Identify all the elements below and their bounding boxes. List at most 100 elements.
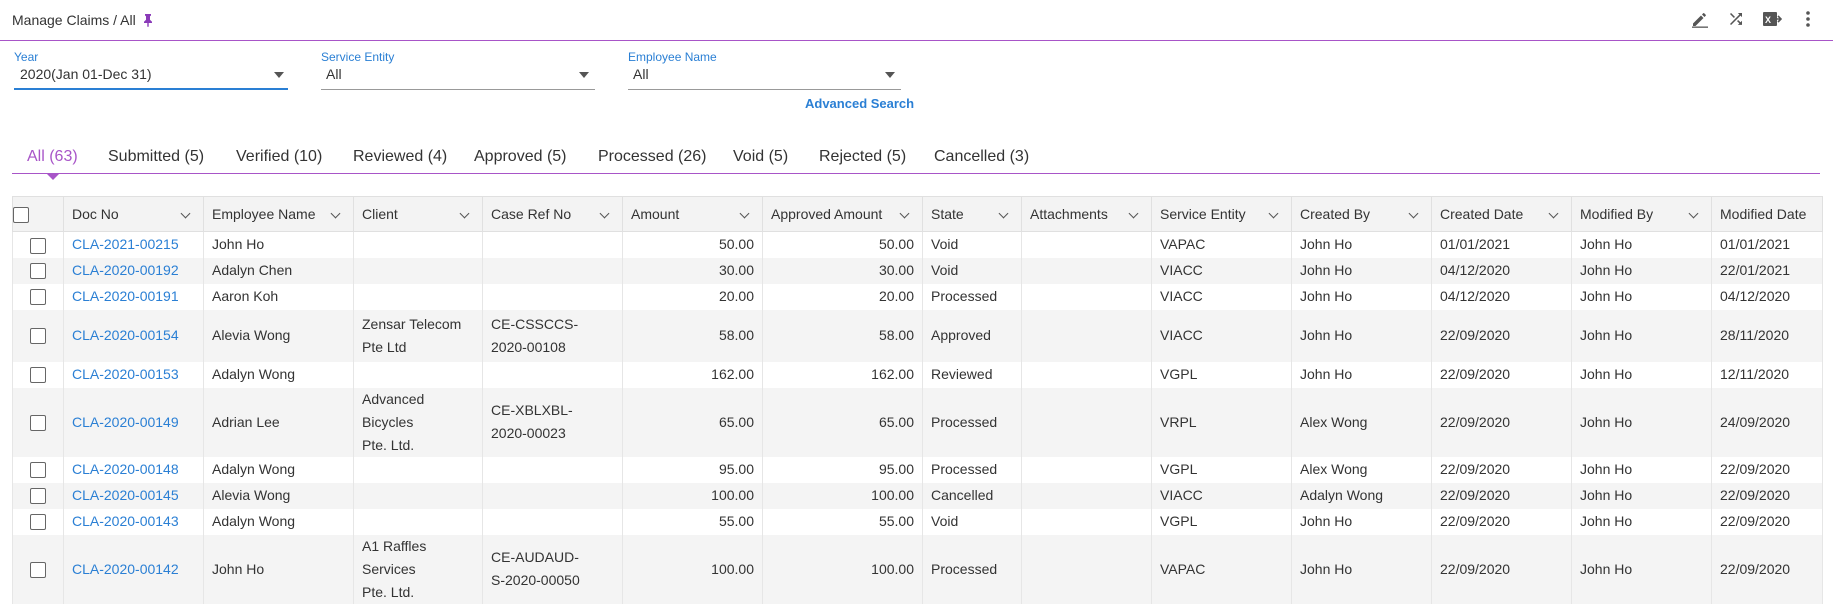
chevron-down-icon[interactable] <box>1408 208 1419 219</box>
service-entity-cell: VIACC <box>1151 283 1292 310</box>
doc-no-cell-text[interactable]: CLA-2021-00215 <box>72 236 179 253</box>
column-header-service-entity[interactable]: Service Entity <box>1151 196 1292 232</box>
column-header-amount[interactable]: Amount <box>622 196 763 232</box>
row-checkbox[interactable] <box>30 328 46 345</box>
employee-name-cell-text: Alevia Wong <box>212 327 291 343</box>
column-header-modified-date[interactable]: Modified Date <box>1711 196 1823 232</box>
approved-amount-cell-text: 58.00 <box>878 327 914 343</box>
doc-no-cell-text[interactable]: CLA-2020-00142 <box>72 560 179 577</box>
column-header-created-date[interactable]: Created Date <box>1431 196 1572 232</box>
column-header-label: Modified By <box>1580 206 1654 222</box>
chevron-down-icon[interactable] <box>899 208 910 219</box>
more-vert-icon[interactable] <box>1797 8 1819 30</box>
chevron-down-icon[interactable] <box>739 208 750 219</box>
tab-submitted[interactable]: Submitted (5) <box>108 148 205 165</box>
doc-no-cell-text[interactable]: CLA-2020-00143 <box>72 513 179 529</box>
column-header-approved-amount[interactable]: Approved Amount <box>762 196 923 232</box>
pin-icon[interactable] <box>142 13 154 27</box>
tab-void[interactable]: Void (5) <box>733 148 789 165</box>
table-row[interactable]: CLA-2020-00154 Alevia Wong Zensar Telecom P… <box>12 309 1823 362</box>
amount-cell: 65.00 <box>622 387 763 457</box>
row-checkbox[interactable] <box>30 414 46 431</box>
tab-rejected[interactable]: Rejected (5) <box>819 148 907 165</box>
tab-all[interactable]: All (63) <box>27 148 78 165</box>
chevron-down-icon[interactable] <box>1688 208 1699 219</box>
state-cell-text: Processed <box>931 288 998 304</box>
column-header-doc-no[interactable]: Doc No <box>63 196 204 232</box>
row-checkbox[interactable] <box>30 237 46 254</box>
chevron-down-icon[interactable] <box>1128 208 1139 219</box>
service-entity-filter-value[interactable]: All <box>326 66 342 82</box>
row-checkbox[interactable] <box>30 263 46 280</box>
chevron-down-icon[interactable] <box>998 208 1009 219</box>
row-checkbox[interactable] <box>30 462 46 479</box>
chevron-down-icon[interactable] <box>180 208 191 219</box>
year-filter[interactable]: Year 2020(Jan 01-Dec 31) <box>14 50 288 90</box>
select-all-checkbox[interactable] <box>13 206 29 223</box>
approved-amount-cell: 55.00 <box>762 508 923 535</box>
service-entity-cell-text: VIACC <box>1160 262 1203 278</box>
attachments-cell <box>1021 456 1152 483</box>
chevron-down-icon[interactable] <box>330 208 341 219</box>
column-header-created-by[interactable]: Created By <box>1291 196 1432 232</box>
row-checkbox[interactable] <box>30 514 46 531</box>
doc-no-cell: CLA-2020-00145 <box>63 482 204 509</box>
row-select-cell <box>12 456 64 483</box>
doc-no-cell-text[interactable]: CLA-2020-00149 <box>72 413 179 430</box>
table-row[interactable]: CLA-2020-00153 Adalyn Wong 162.00 162.00 Rev… <box>12 361 1823 388</box>
row-checkbox[interactable] <box>30 488 46 505</box>
column-header-attachments[interactable]: Attachments <box>1021 196 1152 232</box>
doc-no-cell-text[interactable]: CLA-2020-00145 <box>72 487 179 503</box>
column-header-label: Service Entity <box>1160 206 1246 222</box>
chevron-down-icon[interactable] <box>1268 208 1279 219</box>
employee-name-filter-value[interactable]: All <box>633 66 649 82</box>
attachments-cell <box>1021 508 1152 535</box>
chevron-down-icon[interactable] <box>274 72 284 78</box>
chevron-down-icon[interactable] <box>885 72 895 78</box>
chevron-down-icon[interactable] <box>579 72 589 78</box>
table-row[interactable]: CLA-2020-00142 John Ho A1 Raffles Services… <box>12 534 1823 604</box>
table-row[interactable]: CLA-2020-00143 Adalyn Wong 55.00 55.00 Void V… <box>12 508 1823 535</box>
tab-verified[interactable]: Verified (10) <box>236 148 323 165</box>
export-icon[interactable]: X <box>1761 8 1783 30</box>
doc-no-cell-text[interactable]: CLA-2020-00148 <box>72 461 179 477</box>
tab-processed[interactable]: Processed (26) <box>598 148 707 165</box>
advanced-search-link[interactable]: Advanced Search <box>805 96 915 111</box>
row-select-cell <box>12 534 64 604</box>
chevron-down-icon[interactable] <box>599 208 610 219</box>
chevron-down-icon[interactable] <box>1548 208 1559 219</box>
row-checkbox[interactable] <box>30 367 46 384</box>
row-checkbox[interactable] <box>30 561 46 578</box>
edit-icon[interactable] <box>1689 8 1711 30</box>
table-row[interactable]: CLA-2020-00191 Aaron Koh 20.00 20.00 Process… <box>12 283 1823 310</box>
table-row[interactable]: CLA-2020-00192 Adalyn Chen 30.00 30.00 Void V… <box>12 257 1823 284</box>
doc-no-cell-text[interactable]: CLA-2020-00153 <box>72 366 179 382</box>
tab-cancelled[interactable]: Cancelled (3) <box>934 148 1030 165</box>
column-header-modified-by[interactable]: Modified By <box>1571 196 1712 232</box>
row-checkbox[interactable] <box>30 289 46 306</box>
column-header-state[interactable]: State <box>922 196 1022 232</box>
tab-approved[interactable]: Approved (5) <box>474 148 567 165</box>
created-by-cell: John Ho <box>1291 534 1432 604</box>
column-header-case-ref-no[interactable]: Case Ref No <box>482 196 623 232</box>
doc-no-cell-text[interactable]: CLA-2020-00192 <box>72 262 179 278</box>
table-row[interactable]: CLA-2020-00145 Alevia Wong 100.00 100.00 Can… <box>12 482 1823 509</box>
table-row[interactable]: CLA-2020-00149 Adrian Lee Advanced Bicycle… <box>12 387 1823 457</box>
amount-cell: 20.00 <box>622 283 763 310</box>
tab-reviewed[interactable]: Reviewed (4) <box>353 148 448 165</box>
column-header-client[interactable]: Client <box>353 196 483 232</box>
created-date-cell: 22/09/2020 <box>1431 508 1572 535</box>
doc-no-cell-text[interactable]: CLA-2020-00191 <box>72 288 179 304</box>
year-filter-value[interactable]: 2020(Jan 01-Dec 31) <box>20 66 152 82</box>
doc-no-cell-text[interactable]: CLA-2020-00154 <box>72 327 179 343</box>
employee-name-filter[interactable]: Employee Name All <box>628 50 901 90</box>
table-row[interactable]: CLA-2021-00215 John Ho 50.00 50.00 Void VAPAC… <box>12 231 1823 258</box>
created-date-cell: 22/09/2020 <box>1431 309 1572 362</box>
service-entity-filter[interactable]: Service Entity All <box>321 50 595 90</box>
chevron-down-icon[interactable] <box>459 208 470 219</box>
table-row[interactable]: CLA-2020-00148 Adalyn Wong 95.00 95.00 Proce… <box>12 456 1823 483</box>
created-date-cell-text: 22/09/2020 <box>1440 461 1511 477</box>
shuffle-icon[interactable] <box>1725 8 1747 30</box>
column-header-employee-name[interactable]: Employee Name <box>203 196 354 232</box>
created-by-cell-text: John Ho <box>1300 236 1353 253</box>
